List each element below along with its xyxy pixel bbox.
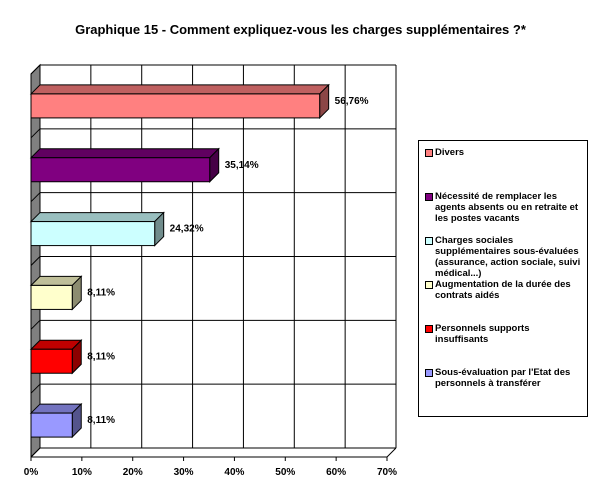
legend-swatch [425, 281, 433, 289]
legend-item: Augmentation de la durée des contrats ai… [425, 279, 585, 301]
x-tick-label: 70% [377, 467, 397, 478]
bar-value-label: 35,14% [225, 160, 259, 171]
bar-value-label: 56,76% [335, 96, 369, 107]
bar [30, 284, 73, 310]
side-wall-divider [30, 383, 41, 394]
side-wall-divider [30, 128, 41, 139]
side-wall-divider [30, 319, 41, 330]
side-wall-divider [30, 447, 41, 458]
side-wall-divider [30, 256, 41, 266]
bar [30, 348, 73, 374]
legend-swatch [425, 193, 433, 201]
x-axis-depth-line [386, 447, 397, 458]
bar-top-face [29, 212, 165, 223]
x-tick-label: 20% [123, 467, 143, 478]
bar [30, 93, 321, 119]
bar-value-label: 8,11% [87, 351, 115, 362]
x-tick-label: 50% [275, 467, 295, 478]
legend-label: Divers [435, 147, 465, 158]
legend-swatch [425, 237, 433, 245]
x-tick-label: 10% [72, 467, 92, 478]
chart-title: Graphique 15 - Comment expliquez-vous le… [75, 22, 526, 37]
legend-item: Charges sociales supplémentaires sous-év… [425, 235, 585, 279]
bar [30, 221, 156, 247]
legend-label: Personnels supports insuffisants [435, 323, 530, 345]
legend-item: Personnels supports insuffisants [425, 323, 585, 345]
legend-swatch [425, 149, 433, 157]
chart-legend: Divers Nécessité de remplacer les agents … [418, 140, 588, 417]
bar-top-face [29, 84, 330, 95]
bar-value-label: 24,32% [170, 224, 204, 235]
bar [30, 157, 211, 183]
side-wall-divider [30, 64, 41, 75]
x-tick-label: 30% [174, 467, 194, 478]
legend-swatch [425, 325, 433, 333]
legend-label: Augmentation de la durée des contrats ai… [435, 279, 571, 301]
legend-label: Charges sociales supplémentaires sous-év… [435, 235, 581, 279]
bar-top-face [29, 148, 220, 159]
bar-value-label: 8,11% [87, 415, 115, 426]
bar [30, 412, 73, 438]
legend-label: Sous-évaluation par l'Etat des personnel… [435, 367, 571, 389]
side-wall-divider [30, 192, 41, 203]
legend-label: Nécessité de remplacer les agents absent… [435, 191, 579, 224]
x-tick-label: 40% [224, 467, 244, 478]
x-tick-label: 0% [24, 467, 39, 478]
legend-swatch [425, 369, 433, 377]
legend-item: Divers [425, 147, 585, 158]
bar-value-label: 8,11% [87, 287, 115, 298]
legend-item: Sous-évaluation par l'Etat des personnel… [425, 367, 585, 389]
x-tick-label: 60% [326, 467, 346, 478]
legend-item: Nécessité de remplacer les agents absent… [425, 191, 585, 224]
